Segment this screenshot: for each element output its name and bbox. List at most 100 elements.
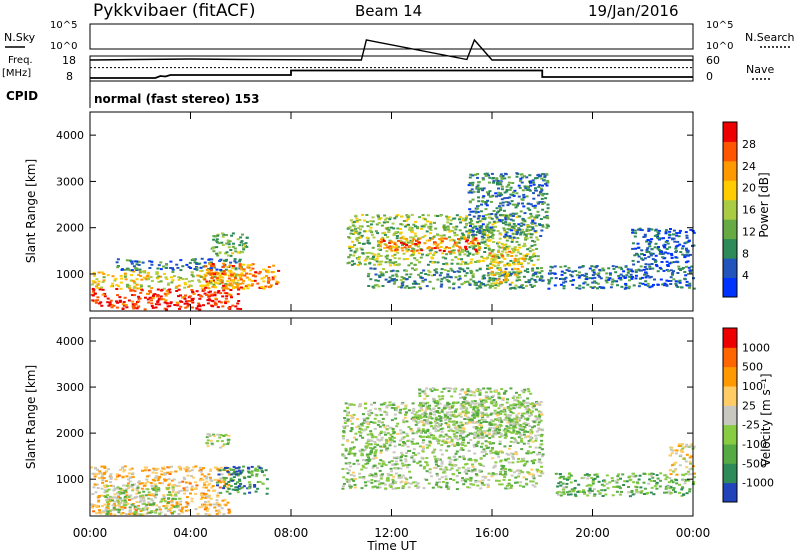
data-cell [507,176,511,179]
data-cell [464,468,468,471]
data-cell [347,403,351,405]
data-cell [530,402,534,405]
data-cell [509,259,513,262]
data-cell [525,237,529,240]
data-cell [417,261,421,264]
data-cell [414,242,418,245]
data-cell [379,413,383,416]
data-cell [472,215,476,218]
data-cell [502,465,506,467]
data-cell [119,281,123,284]
data-cell [213,273,217,276]
data-cell [147,501,151,504]
data-cell [116,294,119,297]
data-cell [498,282,502,285]
data-cell [93,475,97,478]
data-cell [481,233,485,236]
data-cell [407,264,411,267]
data-cell [509,407,512,410]
data-cell [512,418,516,421]
data-cell [434,430,438,433]
data-cell [266,269,270,272]
data-cell [236,302,240,305]
data-cell [493,277,497,280]
data-cell [392,431,396,434]
data-cell [234,305,238,308]
data-cell [504,417,508,420]
data-cell [213,291,217,294]
data-cell [409,286,413,289]
data-cell [455,458,459,461]
data-cell [441,252,445,255]
data-cell [179,500,183,503]
data-cell [429,225,433,228]
data-cell [517,243,521,246]
data-cell [481,189,485,192]
data-cell [386,424,390,427]
data-cell [667,270,670,273]
data-cell [103,489,107,492]
data-cell [549,269,552,272]
data-cell [378,439,382,442]
data-cell [465,230,469,233]
data-cell [147,469,151,472]
data-cell [400,437,404,440]
data-cell [490,232,494,235]
data-cell [539,190,543,193]
data-cell [475,287,479,290]
data-cell [527,439,531,442]
data-cell [512,249,515,252]
data-cell [490,473,494,476]
data-cell [496,211,499,214]
data-cell [226,287,230,290]
data-cell [378,421,382,423]
data-cell [207,291,211,294]
data-cell [361,459,365,462]
data-cell [122,301,126,304]
data-cell [391,478,395,481]
data-cell [499,434,503,437]
data-cell [506,247,510,250]
data-cell [383,214,387,217]
data-cell [128,287,132,290]
data-cell [128,485,132,488]
data-cell [174,493,177,496]
data-cell [476,217,480,220]
data-cell [656,270,660,273]
data-cell [237,485,241,488]
data-cell [396,227,400,230]
data-cell [439,214,442,217]
data-cell [528,174,532,177]
data-cell [476,190,480,193]
data-cell [135,278,139,281]
data-cell [452,430,456,433]
data-cell [125,306,129,309]
data-cell [504,218,508,221]
data-cell [686,260,690,263]
data-cell [482,257,486,260]
power-heatmap [90,172,696,311]
data-cell [183,302,187,305]
data-cell [224,268,228,271]
data-cell [145,275,149,278]
data-cell [119,492,123,495]
data-cell [442,439,445,442]
data-cell [100,473,104,476]
data-cell [411,267,414,270]
data-cell [468,252,472,255]
data-cell [463,238,467,240]
data-cell [392,262,396,265]
data-cell [426,464,429,467]
data-cell [373,263,376,266]
data-cell [200,287,204,290]
data-cell [563,278,567,280]
data-cell [596,287,599,290]
data-cell [187,300,191,302]
data-cell [490,172,494,175]
data-cell [514,403,518,406]
data-cell [521,287,525,289]
data-cell [458,270,462,273]
data-cell [398,474,402,477]
data-cell [363,448,367,451]
data-cell [533,204,537,207]
